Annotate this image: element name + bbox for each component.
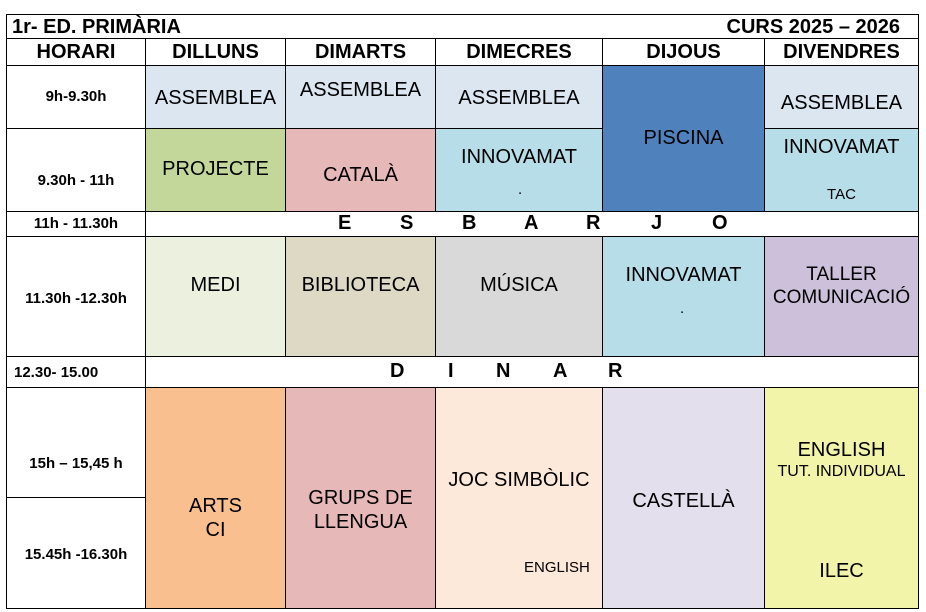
col-header-label: DIJOUS	[646, 41, 721, 63]
cell-innovamat-thu: INNOVAMAT .	[602, 236, 765, 357]
cell-musica-wed: MÚSICA	[435, 236, 603, 357]
cell-medi-mon: MEDI	[145, 236, 286, 357]
cell-arts-mon: ARTS CI	[145, 387, 286, 609]
cell-castella-thu: CASTELLÀ	[602, 387, 765, 609]
time-cell: 11h - 11.30h	[6, 211, 146, 237]
col-header-dimecres: DIMECRES	[435, 38, 603, 66]
time-cell: 12.30- 15.00	[6, 356, 146, 388]
cell-joc-simbolic-wed: JOC SIMBÒLIC ENGLISH	[435, 387, 603, 609]
cell-piscina-thu: PISCINA	[602, 65, 765, 212]
timetable: 1r- ED. PRIMÀRIA CURS 2025 – 2026 HORARI…	[6, 14, 919, 609]
course-year: CURS 2025 – 2026	[726, 16, 900, 38]
cell-english-fri: ENGLISH TUT. INDIVIDUAL ILEC	[764, 387, 919, 609]
time-cell: 9h-9.30h	[6, 65, 146, 129]
break-dinar: D I N A R	[145, 356, 919, 388]
time-cell: 11.30h -12.30h	[6, 236, 146, 357]
cell-grups-llengua-tue: GRUPS DE LLENGUA	[285, 387, 436, 609]
col-header-label: DIVENDRES	[783, 41, 900, 63]
cell-assemblea-fri: ASSEMBLEA	[764, 65, 919, 129]
cell-assemblea-tue: ASSEMBLEA	[285, 65, 436, 129]
cell-assemblea-mon: ASSEMBLEA	[145, 65, 286, 129]
col-header-label: DIMECRES	[466, 41, 572, 63]
cell-projecte-mon: PROJECTE	[145, 128, 286, 212]
time-cell: 9.30h - 11h	[6, 128, 146, 212]
col-header-dilluns: DILLUNS	[145, 38, 286, 66]
col-header-dijous: DIJOUS	[602, 38, 765, 66]
grade-title: 1r- ED. PRIMÀRIA	[12, 16, 181, 38]
col-header-label: HORARI	[36, 41, 116, 63]
break-esbarjo: E S B A R J O	[145, 211, 919, 237]
title-row: 1r- ED. PRIMÀRIA CURS 2025 – 2026	[6, 14, 919, 39]
col-header-label: DILLUNS	[172, 41, 259, 63]
cell-innovamat-fri: INNOVAMAT TAC	[764, 128, 919, 212]
time-cell: 15h – 15,45 h	[6, 387, 146, 498]
cell-taller-fri: TALLER COMUNICACIÓ	[764, 236, 919, 357]
cell-catala-tue: CATALÀ	[285, 128, 436, 212]
col-header-horari: HORARI	[6, 38, 146, 66]
col-header-label: DIMARTS	[314, 41, 407, 63]
col-header-divendres: DIVENDRES	[764, 38, 919, 66]
cell-assemblea-wed: ASSEMBLEA	[435, 65, 603, 129]
cell-innovamat-wed: INNOVAMAT .	[435, 128, 603, 212]
time-cell: 15.45h -16.30h	[6, 497, 146, 609]
cell-biblioteca-tue: BIBLIOTECA	[285, 236, 436, 357]
col-header-dimarts: DIMARTS	[285, 38, 436, 66]
